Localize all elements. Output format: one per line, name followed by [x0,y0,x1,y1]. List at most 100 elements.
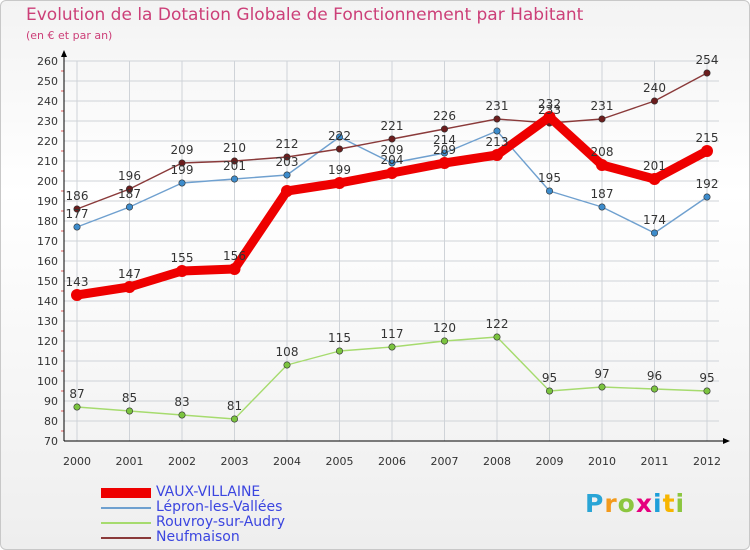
data-point [493,333,501,341]
data-label: 120 [433,321,456,335]
x-tick-label: 2011 [641,455,669,468]
data-point [126,185,134,193]
data-label: 209 [433,143,456,157]
data-point [126,203,134,211]
legend-label: VAUX-VILLAINE [156,484,261,500]
logo-letter: P [585,489,605,518]
data-label: 231 [591,99,614,113]
data-label: 222 [328,129,351,143]
data-point [703,387,711,395]
data-label: 81 [227,399,242,413]
data-label: 143 [66,275,89,289]
data-point [493,115,501,123]
data-point [703,69,711,77]
y-tick-label: 170 [37,235,58,248]
x-tick-label: 2008 [483,455,511,468]
proxiti-logo: Proxiti [585,489,685,518]
data-label: 240 [643,81,666,95]
data-label: 174 [643,213,666,227]
data-point [388,135,396,143]
y-axis-arrow [61,50,67,57]
y-tick-label: 260 [37,55,58,68]
data-label: 96 [647,369,662,383]
y-tick-label: 190 [37,195,58,208]
data-point [545,187,553,195]
data-point [178,179,186,187]
y-tick-label: 120 [37,335,58,348]
data-point [281,185,293,197]
logo-letter: r [604,489,618,518]
data-label: 156 [223,249,246,263]
chart-title: Evolution de la Dotation Globale de Fonc… [26,5,584,25]
data-point [701,145,713,157]
data-label: 117 [381,327,404,341]
data-point [650,97,658,105]
data-point [598,115,606,123]
y-tick-label: 110 [37,355,58,368]
data-point [73,223,81,231]
data-point [73,205,81,213]
data-point [126,407,134,415]
data-label: 199 [328,163,351,177]
data-point [493,127,501,135]
data-point [333,177,346,189]
x-tick-label: 2007 [431,455,459,468]
y-tick-label: 210 [37,155,58,168]
data-label: 97 [594,367,609,381]
data-point [228,263,241,275]
legend-swatch [101,537,151,539]
data-point [703,193,711,201]
data-point [123,281,136,293]
x-tick-label: 2009 [536,455,564,468]
legend-label: Neufmaison [156,529,240,545]
data-point [650,229,658,237]
data-label: 233 [538,103,561,117]
y-tick-label: 140 [37,295,58,308]
logo-letter: i [675,489,686,518]
data-label: 147 [118,267,141,281]
data-label: 204 [381,153,404,167]
y-tick-label: 70 [44,435,58,448]
data-label: 199 [171,163,194,177]
data-point [388,343,396,351]
data-label: 85 [122,391,137,405]
data-point [491,149,503,161]
data-point [650,385,658,393]
y-tick-label: 200 [37,175,58,188]
data-point [598,203,606,211]
data-label: 203 [276,155,299,169]
data-point [386,167,398,179]
data-label: 155 [171,251,194,265]
data-point [178,159,186,167]
x-tick-label: 2010 [588,455,616,468]
data-point [440,125,448,133]
x-tick-label: 2001 [116,455,144,468]
data-label: 208 [591,145,614,159]
x-tick-label: 2002 [168,455,196,468]
data-label: 187 [118,187,141,201]
data-point [231,157,239,165]
data-label: 231 [486,99,509,113]
logo-letter: t [662,489,676,518]
x-axis-arrow [723,438,730,444]
legend-label: Lépron-les-Vallées [156,499,283,515]
x-tick-label: 2000 [63,455,91,468]
data-label: 186 [66,189,89,203]
y-tick-label: 150 [37,275,58,288]
data-label: 196 [118,169,141,183]
data-point [545,387,553,395]
data-label: 209 [381,143,404,157]
data-label: 210 [223,141,246,155]
data-label: 177 [66,207,89,221]
data-label: 108 [276,345,299,359]
data-point [388,159,396,167]
y-tick-label: 240 [37,95,58,108]
logo-letter: i [653,489,663,518]
data-label: 115 [328,331,351,345]
legend-swatch [101,522,151,524]
data-label: 87 [69,387,84,401]
data-point [73,403,81,411]
data-label: 214 [433,133,456,147]
data-point [335,347,343,355]
